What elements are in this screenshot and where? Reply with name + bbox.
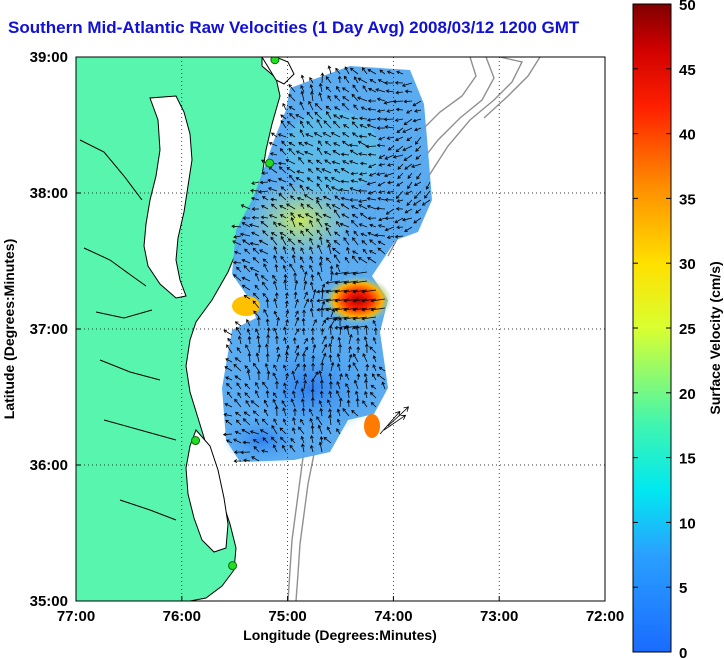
colorbar-tick-label: 30 [679,256,696,273]
x-tick-label: 72:00 [586,608,624,625]
velocity-arrows [222,65,431,463]
y-axis-label: Latitude (Degrees:Minutes) [1,239,17,419]
x-tick-label: 76:00 [163,608,201,625]
hf-radar-stations [191,57,280,571]
x-tick-label: 75:00 [268,608,306,625]
x-tick-label: 73:00 [480,608,518,625]
x-axis-label: Longitude (Degrees:Minutes) [243,627,437,643]
station-marker [191,436,201,446]
y-tick-label: 35:00 [30,593,68,610]
colorbar-label: Surface Velocity (cm/s) [707,261,723,414]
latitude-ticks: 39:00 38:00 37:00 36:00 35:00 [30,49,81,610]
delaware-bay [261,57,295,85]
colorbar [632,3,672,653]
colorbar-tick-label: 35 [679,191,696,208]
station-marker [228,561,238,571]
grid-lines [76,57,605,601]
colorbar-tick-label: 15 [679,451,696,468]
colorbar-tick-label: 5 [679,580,687,597]
x-tick-label: 74:00 [374,608,412,625]
colorbar-tick-label: 25 [679,321,696,338]
y-tick-label: 36:00 [30,457,68,474]
colorbar-tick-label: 0 [679,645,687,659]
colorbar-tick-label: 40 [679,127,696,144]
colorbar-tick-label: 45 [679,62,696,79]
y-tick-label: 38:00 [30,185,68,202]
colorbar-tick-label: 10 [679,515,696,532]
station-marker [265,158,275,168]
map-title: Southern Mid-Atlantic Raw Velocities (1 … [8,18,580,37]
x-tick-label: 77:00 [57,608,95,625]
chesapeake-bay [143,95,193,299]
colorbar-tick-label: 50 [679,0,696,14]
station-marker [270,57,280,65]
longitude-ticks: 77:00 76:00 75:00 74:00 73:00 72:00 [57,596,624,625]
bay-tributary [79,139,177,521]
pamlico-sound [185,429,229,553]
y-tick-label: 37:00 [30,321,68,338]
colorbar-tick-label: 20 [679,386,696,403]
y-tick-label: 39:00 [30,49,68,66]
